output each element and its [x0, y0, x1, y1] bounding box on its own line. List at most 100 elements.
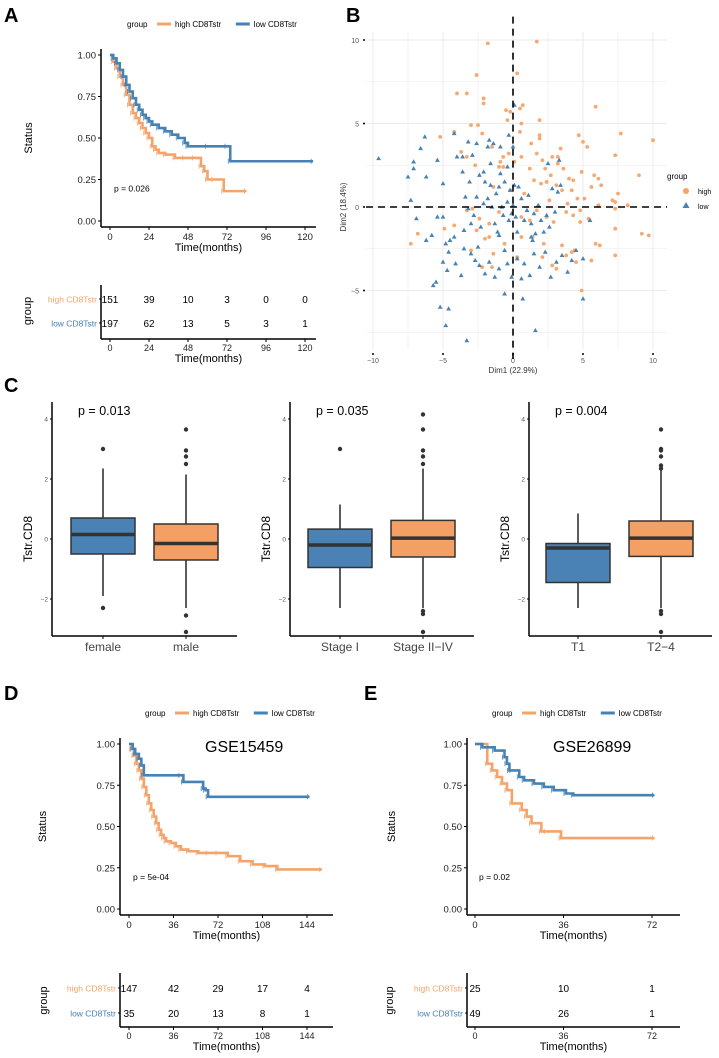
legend-label-low: low: [698, 204, 709, 211]
point-high: [497, 165, 501, 169]
point-high: [613, 226, 618, 231]
x-tick-label: Stage I: [321, 640, 359, 654]
point-low: [548, 274, 554, 279]
point-low: [465, 139, 471, 144]
point-high: [491, 251, 496, 256]
point-high: [561, 166, 566, 171]
panel-label-a: A: [4, 5, 18, 27]
point-low: [549, 186, 555, 191]
y-tick: [363, 289, 365, 292]
x-tick-label: 0: [126, 920, 131, 931]
point-high: [571, 178, 576, 183]
point-high: [483, 236, 487, 241]
point-low: [580, 296, 586, 301]
outlier-point: [420, 461, 426, 467]
x-tick-label: 120: [297, 232, 313, 243]
risk-row-label-high: high CD8Tstr: [48, 295, 97, 305]
point-low: [433, 279, 439, 284]
point-high: [555, 155, 560, 159]
y-axis-title: Status: [23, 122, 35, 154]
y-tick-label: 0: [282, 537, 286, 544]
point-high: [589, 185, 594, 189]
point-high: [473, 163, 478, 168]
risk-x-axis-title: Time(months): [175, 353, 242, 365]
point-low: [453, 261, 458, 266]
point-high: [476, 123, 480, 128]
point-low: [573, 247, 579, 253]
risk-count: 17: [257, 984, 269, 995]
x-tick-label: 5: [581, 358, 585, 365]
point-low: [485, 144, 491, 149]
point-low: [405, 174, 411, 179]
plot-title: GSE26899: [553, 739, 631, 756]
point-low: [496, 232, 502, 237]
p-value: p = 5e-04: [133, 872, 169, 882]
point-low: [408, 197, 414, 202]
point-high: [551, 220, 556, 224]
point-high: [575, 196, 580, 201]
point-low: [440, 259, 446, 264]
legend-label-low: low CD8Tstr: [619, 709, 662, 718]
point-low: [465, 206, 471, 211]
point-low: [477, 262, 482, 268]
point-high: [520, 103, 525, 108]
point-high: [564, 210, 569, 214]
point-high: [474, 228, 479, 233]
point-high: [639, 231, 644, 236]
point-high: [550, 263, 555, 268]
point-low: [485, 196, 491, 201]
point-high: [537, 136, 542, 141]
plot-title: GSE15459: [205, 739, 283, 756]
risk-row-label-low: low CD8Tstr: [70, 1009, 116, 1019]
point-high: [519, 235, 524, 239]
km-curve-high: [475, 742, 655, 840]
point-high: [480, 131, 485, 136]
outlier-point: [337, 446, 343, 452]
point-low: [528, 234, 534, 239]
point-low: [422, 134, 428, 139]
point-high: [613, 153, 618, 158]
point-low: [502, 291, 507, 296]
point-high: [474, 73, 479, 77]
point-low: [496, 184, 502, 189]
point-low: [411, 159, 416, 164]
point-low: [467, 179, 472, 184]
point-low: [521, 261, 527, 266]
x-tick-label: 24: [144, 232, 155, 243]
km-curve-low: [110, 53, 314, 163]
risk-x-tick-label: 72: [222, 343, 232, 353]
point-low: [587, 217, 593, 222]
risk-x-tick-label: 0: [472, 1031, 477, 1041]
x-tick-label: 0: [472, 920, 477, 931]
x-tick-label: 48: [183, 232, 194, 243]
point-high: [578, 208, 583, 213]
point-low: [411, 165, 416, 171]
risk-count: 29: [212, 984, 224, 995]
y-tick-label: 0.50: [444, 822, 463, 833]
y-tick-label: 0.75: [97, 781, 116, 792]
y-tick-label: 0.25: [444, 863, 463, 874]
risk-y-axis-title: group: [22, 297, 34, 325]
point-high: [597, 243, 602, 248]
outlier-point: [420, 412, 426, 417]
p-value: p = 0.026: [114, 184, 150, 194]
point-low: [488, 160, 493, 166]
point-high: [555, 161, 560, 166]
point-low: [505, 164, 510, 169]
x-tick: [652, 352, 654, 355]
risk-row-label-high: high CD8Tstr: [67, 984, 116, 994]
point-low: [510, 202, 516, 207]
point-high: [501, 165, 506, 169]
risk-x-tick-label: 36: [558, 1031, 568, 1041]
point-low: [542, 249, 548, 254]
point-low: [414, 216, 419, 221]
y-tick-label: −2: [518, 597, 526, 604]
point-low: [475, 244, 481, 249]
point-low: [519, 196, 524, 201]
outlier-point: [183, 448, 189, 453]
point-low: [498, 171, 503, 176]
y-tick-label: 0.00: [78, 217, 97, 228]
point-low: [535, 202, 541, 207]
point-low: [454, 154, 460, 159]
